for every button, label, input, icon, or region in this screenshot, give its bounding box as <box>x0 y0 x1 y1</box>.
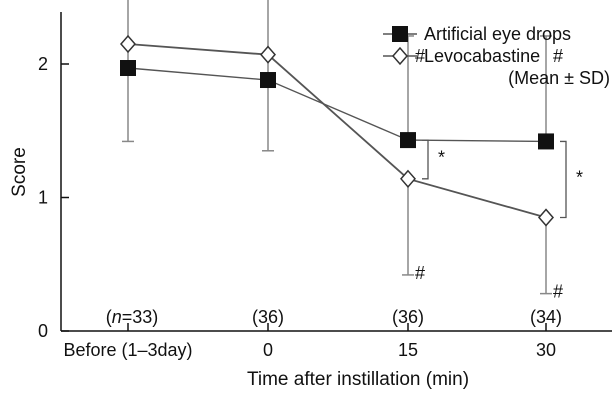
data-point-diamond <box>260 45 276 64</box>
data-point-square <box>392 26 408 42</box>
n-label-part: = <box>122 307 133 327</box>
series-line-1 <box>127 43 547 219</box>
x-ticks: Before (1–3day) 0 15 30 <box>63 323 556 360</box>
y-axis-title: Score <box>9 147 30 197</box>
x-tick-label: 15 <box>398 340 418 360</box>
series-lines <box>127 43 547 219</box>
axes <box>60 12 612 332</box>
legend-note: (Mean ± SD) <box>508 68 610 88</box>
sample-size-labels: (n=33) (36) (36) (34) <box>106 307 562 327</box>
data-point-square <box>538 133 554 150</box>
error-bars <box>122 0 552 295</box>
x-axis-title: Time after instillation (min) <box>247 369 469 390</box>
significance-asterisk: * <box>438 147 445 167</box>
legend-label: Levocabastine <box>424 46 540 66</box>
y-tick-label: 2 <box>38 54 48 74</box>
data-point-diamond <box>400 169 416 188</box>
n-label-part: 33) <box>132 307 158 327</box>
significance-hash: # <box>553 46 563 66</box>
n-label-part: ( <box>106 307 112 327</box>
data-point-diamond <box>120 34 136 54</box>
n-label: (34) <box>530 307 562 327</box>
data-point-diamond <box>538 208 554 227</box>
n-label-part: n <box>112 307 122 327</box>
series-markers <box>120 34 554 227</box>
significance-hash: # <box>415 263 425 283</box>
legend-label: Artificial eye drops <box>424 24 571 44</box>
series-line-0 <box>127 67 547 143</box>
n-label: (36) <box>252 307 284 327</box>
significance-annotations: # # # # * * <box>415 46 583 302</box>
significance-asterisk: * <box>576 167 583 187</box>
x-tick-label: 30 <box>536 340 556 360</box>
y-tick-label: 0 <box>38 321 48 341</box>
n-label: (n=33) <box>106 307 159 327</box>
data-point-square <box>400 132 416 149</box>
comparison-bracket <box>560 140 567 219</box>
significance-hash: # <box>553 282 563 302</box>
x-tick-label: 0 <box>263 340 273 360</box>
data-point-diamond <box>392 46 408 66</box>
x-tick-label: Before (1–3day) <box>63 340 192 360</box>
y-ticks: 0123 <box>38 54 69 341</box>
n-label: (36) <box>392 307 424 327</box>
significance-hash: # <box>415 46 425 66</box>
data-point-square <box>260 72 276 89</box>
y-tick-label: 1 <box>38 188 48 208</box>
comparison-bracket <box>422 139 429 180</box>
data-point-square <box>120 60 136 77</box>
